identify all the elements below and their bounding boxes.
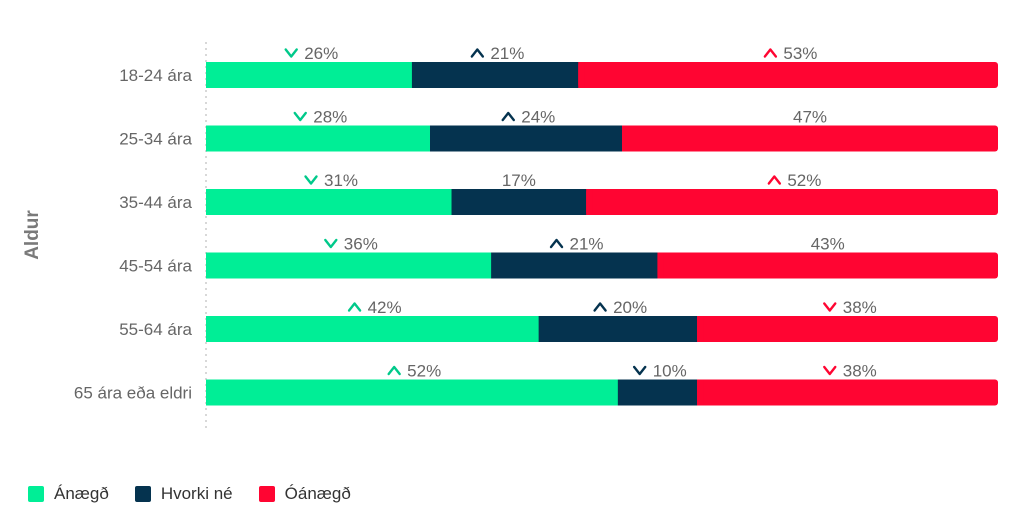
bar-oanaegd-55-64-ara-edge (697, 316, 704, 342)
bars-group: 18-24 ára 26% 21% 53% 25-34 ára 28% 24% 47% 35-4… (74, 44, 998, 406)
trend-up-icon (501, 111, 515, 122)
bar-hvorki-ne-35-44-ara (451, 189, 587, 215)
value-label-anaegd-45-54-ara: 36% (344, 235, 378, 254)
legend: Ánægð Hvorki né Óánægð (28, 481, 377, 507)
category-label-35-44-ara: 35-44 ára (119, 193, 192, 212)
value-label-hvorki-ne-55-64-ara: 20% (613, 298, 647, 317)
category-label-55-64-ara: 55-64 ára (119, 320, 192, 339)
bar-anaegd-45-54-ara (206, 252, 492, 279)
trend-down-icon (304, 175, 318, 185)
bar-hvorki-ne-18-24-ara (411, 62, 579, 88)
bar-oanaegd-55-64-ara (697, 316, 998, 342)
value-label-oanaegd-55-64-ara: 38% (843, 298, 877, 317)
bar-anaegd-35-44-ara (206, 189, 453, 215)
bar-oanaegd-18-24-ara (578, 62, 998, 88)
bar-oanaegd-35-44-ara-edge (586, 189, 593, 215)
value-label-hvorki-ne-18-24-ara: 21% (490, 44, 524, 63)
trend-up-icon (387, 365, 401, 376)
legend-swatch-anaegd (28, 486, 44, 502)
trend-up-icon (763, 48, 778, 58)
bar-oanaegd-25-34-ara (622, 125, 998, 152)
legend-label-hvorki-ne: Hvorki né (160, 484, 233, 503)
bar-anaegd-65-ara-eda-eldri (206, 379, 619, 406)
trend-up-icon (347, 302, 362, 312)
bar-anaegd-55-64-ara (206, 316, 540, 342)
legend-swatch-oanaegd (258, 486, 275, 502)
bar-hvorki-ne-25-34-ara (430, 125, 623, 152)
value-label-oanaegd-65-ara-eda-eldri: 38% (843, 362, 877, 381)
bar-anaegd-25-34-ara (206, 125, 431, 152)
value-label-oanaegd-45-54-ara: 43% (811, 235, 845, 254)
bar-oanaegd-18-24-ara-edge (578, 62, 585, 88)
trend-down-icon (632, 365, 647, 376)
value-label-oanaegd-18-24-ara: 53% (783, 44, 817, 63)
legend-label-anaegd: Ánægð (54, 484, 109, 503)
value-label-anaegd-55-64-ara: 42% (368, 298, 402, 317)
bar-hvorki-ne-45-54-ara (491, 252, 658, 279)
trend-up-icon (549, 238, 564, 249)
trend-down-icon (324, 238, 338, 249)
value-label-hvorki-ne-45-54-ara: 21% (570, 235, 604, 254)
value-label-hvorki-ne-25-34-ara: 24% (521, 108, 555, 127)
trend-down-icon (293, 111, 307, 122)
trend-up-icon (470, 48, 485, 58)
value-label-anaegd-25-34-ara: 28% (313, 108, 347, 127)
legend-item-oanaegd[interactable]: Óánægð (258, 484, 351, 504)
value-label-anaegd-18-24-ara: 26% (304, 44, 338, 63)
value-label-anaegd-35-44-ara: 31% (324, 171, 358, 190)
category-label-18-24-ara: 18-24 ára (119, 66, 192, 85)
legend-item-anaegd[interactable]: Ánægð (28, 484, 109, 504)
bar-oanaegd-45-54-ara (657, 252, 998, 279)
y-axis-title: Aldur (22, 210, 43, 260)
trend-up-icon (767, 175, 782, 185)
value-label-anaegd-65-ara-eda-eldri: 52% (407, 362, 441, 381)
trend-down-icon (823, 302, 837, 312)
bar-hvorki-ne-65-ara-eda-eldri (617, 379, 698, 406)
value-label-hvorki-ne-35-44-ara: 17% (502, 171, 536, 190)
bar-oanaegd-65-ara-eda-eldri-edge (697, 379, 704, 406)
bar-oanaegd-35-44-ara (586, 189, 998, 215)
trend-up-icon (593, 302, 607, 312)
legend-swatch-hvorki-ne (134, 486, 151, 502)
bar-oanaegd-65-ara-eda-eldri (697, 379, 998, 406)
category-label-25-34-ara: 25-34 ára (119, 130, 192, 149)
legend-label-oanaegd: Óánægð (284, 484, 351, 503)
bar-anaegd-18-24-ara (206, 62, 413, 88)
value-label-oanaegd-35-44-ara: 52% (787, 171, 821, 190)
bar-oanaegd-45-54-ara-edge (657, 252, 664, 279)
value-label-oanaegd-25-34-ara: 47% (793, 108, 827, 127)
trend-down-icon (823, 365, 837, 376)
bar-hvorki-ne-55-64-ara (538, 316, 698, 342)
legend-item-hvorki-ne[interactable]: Hvorki né (134, 484, 233, 504)
trend-down-icon (284, 48, 298, 58)
value-label-hvorki-ne-65-ara-eda-eldri: 10% (653, 362, 687, 381)
category-label-65-ara-eda-eldri: 65 ára eða eldri (74, 384, 192, 403)
category-label-45-54-ara: 45-54 ára (119, 257, 192, 276)
bar-oanaegd-25-34-ara-edge (622, 125, 628, 152)
